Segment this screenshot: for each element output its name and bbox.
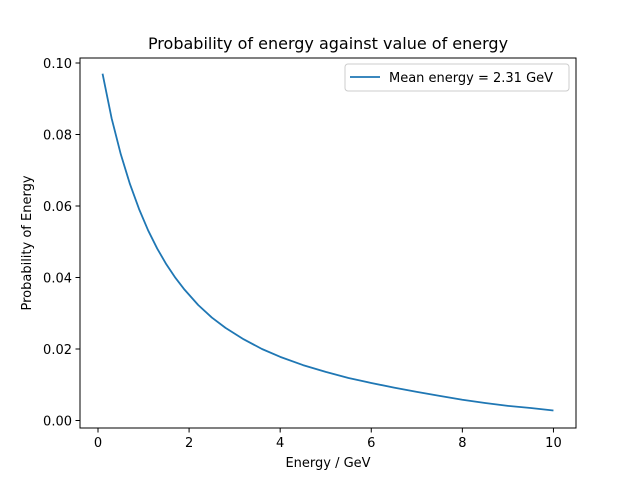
y-tick-label: 0.00 <box>43 414 72 429</box>
axes-frame <box>79 57 577 429</box>
x-tick-label: 6 <box>367 436 375 451</box>
legend: Mean energy = 2.31 GeV <box>344 63 570 92</box>
x-tick-label: 8 <box>458 436 466 451</box>
legend-label: Mean energy = 2.31 GeV <box>389 71 553 86</box>
x-tick-label: 0 <box>94 436 102 451</box>
y-tick-label: 0.04 <box>43 271 72 286</box>
x-axis-label: Energy / GeV <box>285 456 370 471</box>
legend-box <box>344 63 570 92</box>
y-axis-label: Probability of Energy <box>20 175 35 310</box>
y-tick-label: 0.10 <box>43 57 72 72</box>
x-tick-label: 4 <box>276 436 284 451</box>
y-tick-label: 0.06 <box>43 200 72 215</box>
chart-title: Probability of energy against value of e… <box>148 34 508 53</box>
x-tick-label: 2 <box>185 436 193 451</box>
series-line-0 <box>101 73 554 412</box>
y-tick-label: 0.08 <box>43 129 72 144</box>
plot-area: 0 2 4 6 8 10 0.00 0.02 0.04 0.06 0.08 0.10 <box>43 57 577 451</box>
y-tick-label: 0.02 <box>43 343 72 358</box>
x-tick-label: 10 <box>545 436 562 451</box>
